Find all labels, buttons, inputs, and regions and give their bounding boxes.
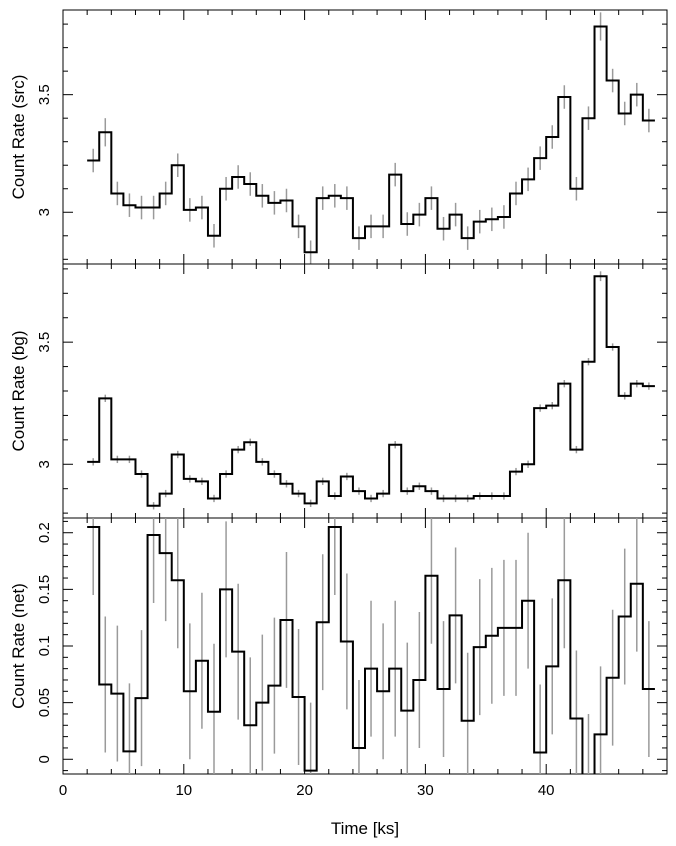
y-axis-label: Count Rate (bg) — [9, 331, 28, 452]
rate-step-line — [87, 25, 655, 254]
y-tick-label: 0.1 — [36, 636, 53, 657]
y-tick-label: 0.15 — [36, 575, 53, 604]
bg-panel: 3 3.5 Count Rate (bg) — [9, 263, 668, 519]
x-tick-label: 30 — [417, 782, 434, 799]
y-tick-label: 0.05 — [36, 688, 53, 717]
data-layer — [87, 271, 655, 510]
y-tick-label: 3 — [36, 208, 53, 216]
x-tick-label: 20 — [296, 782, 313, 799]
y-axis-label: Count Rate (src) — [9, 75, 28, 200]
data-layer — [87, 518, 655, 774]
y-tick-label: 3 — [36, 460, 53, 468]
rate-step-line — [87, 275, 655, 507]
y-tick-label: 0 — [36, 755, 53, 763]
data-layer — [87, 12, 655, 264]
y-tick-label: 3.5 — [36, 84, 53, 105]
x-tick-label: 10 — [175, 782, 192, 799]
y-tick-label: 3.5 — [36, 332, 53, 353]
src-panel: 3 3.5 Count Rate (src) — [9, 9, 668, 265]
y-tick-label: 0.2 — [36, 522, 53, 543]
panel-frame — [62, 263, 668, 519]
y-axis-label: Count Rate (net) — [9, 583, 28, 709]
x-tick-label: 0 — [59, 782, 67, 799]
x-tick-label: 40 — [538, 782, 555, 799]
x-axis-label: Time [ks] — [331, 819, 399, 838]
net-panel: 0 0.05 0.1 0.15 0.2 0 10 20 30 40 Count Rate (net) — [9, 517, 668, 799]
rate-step-line — [87, 526, 655, 774]
